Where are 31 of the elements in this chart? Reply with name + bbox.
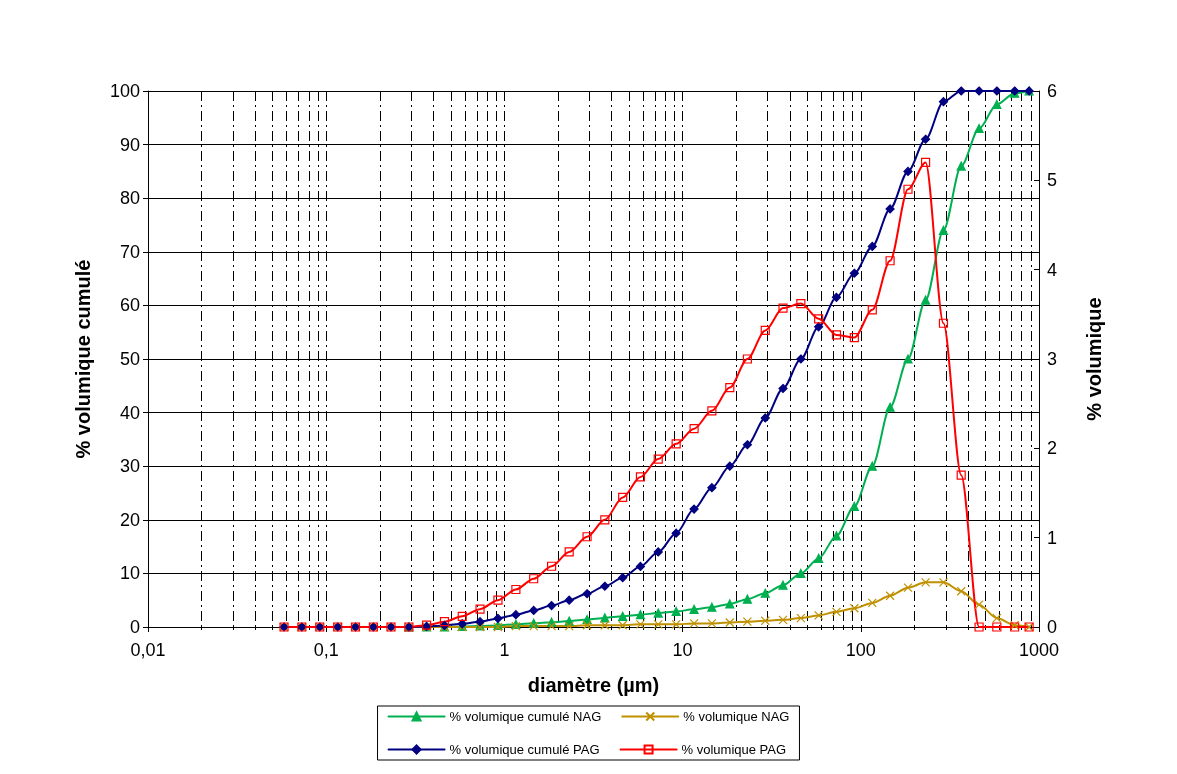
legend-label: % volumique cumulé PAG [449, 742, 600, 757]
y2-axis-title: % volumique [1083, 297, 1105, 421]
y-tick-label: 70 [119, 241, 140, 262]
x-tick-label: 10 [672, 640, 693, 660]
y-tick-label: 50 [119, 349, 140, 369]
y2-tick-label: 5 [1047, 170, 1058, 191]
y-tick-label: 10 [119, 563, 140, 584]
y-tick-label: 0 [129, 617, 140, 637]
legend-label: % volumique NAG [683, 709, 790, 724]
x-tick-label: 100 [845, 640, 876, 660]
x-axis-title: diamètre (µm) [527, 674, 660, 696]
y-tick-label: 90 [119, 134, 140, 155]
y2-tick-label: 0 [1047, 617, 1058, 637]
y2-tick-label: 6 [1047, 81, 1058, 101]
x-tick-label: 1 [499, 640, 510, 660]
x-tick-label: 0,01 [130, 640, 166, 660]
legend-label: % volumique cumulé NAG [449, 709, 602, 724]
x-tick-label: 0,1 [313, 640, 339, 660]
y2-tick-label: 4 [1047, 259, 1058, 280]
y-tick-label: 20 [119, 509, 140, 530]
y2-tick-label: 2 [1047, 438, 1058, 459]
y-tick-label: 30 [119, 456, 140, 477]
y2-tick-label: 1 [1047, 527, 1058, 548]
y-axis-title: % volumique cumulé [72, 259, 94, 459]
y-tick-label: 80 [119, 188, 140, 209]
x-tick-label: 1000 [1018, 640, 1060, 660]
y-tick-label: 60 [119, 295, 140, 316]
y2-tick-label: 3 [1047, 349, 1058, 369]
legend-label: % volumique PAG [681, 742, 787, 757]
y-tick-label: 40 [119, 402, 140, 423]
y-tick-label: 100 [109, 81, 140, 101]
